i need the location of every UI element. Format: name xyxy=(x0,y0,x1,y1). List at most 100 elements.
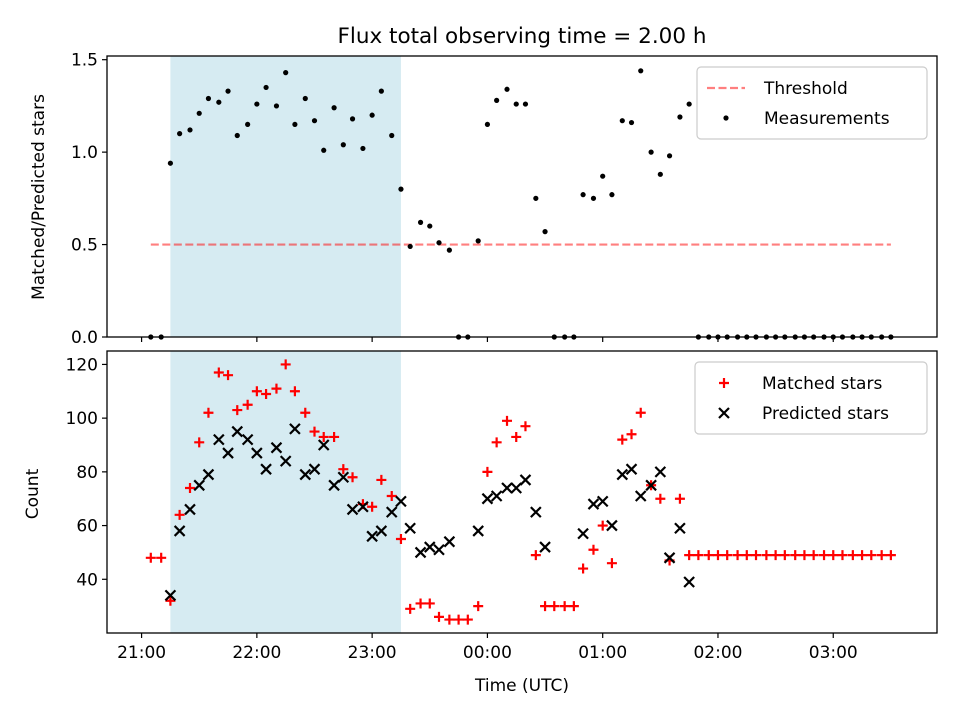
matched-star-point xyxy=(799,550,810,561)
predicted-star-point xyxy=(530,506,542,518)
matched-star-point xyxy=(329,431,340,442)
measurement-point xyxy=(177,131,183,137)
matched-star-point xyxy=(520,421,531,432)
measurement-point xyxy=(216,99,222,105)
matched-star-point xyxy=(491,437,502,448)
matched-star-point xyxy=(300,407,311,418)
measurement-point xyxy=(494,97,500,103)
predicted-star-point xyxy=(404,522,416,535)
matched-star-point xyxy=(597,520,608,531)
series-predicted-stars xyxy=(164,423,695,602)
matched-star-point xyxy=(185,482,195,493)
measurement-point xyxy=(196,110,202,116)
predicted-star-point xyxy=(616,468,629,481)
predicted-star-point xyxy=(366,530,378,543)
matched-star-point xyxy=(568,601,579,612)
measurement-point xyxy=(686,101,692,107)
matched-star-point xyxy=(251,386,262,397)
predicted-star-point xyxy=(510,482,523,494)
measurement-point xyxy=(360,145,366,152)
predicted-star-point xyxy=(308,463,321,475)
predicted-star-point xyxy=(241,433,254,446)
matched-star-point xyxy=(511,431,522,442)
matched-star-point xyxy=(223,370,234,381)
matched-star-point xyxy=(722,550,733,561)
predicted-star-point xyxy=(634,490,647,502)
measurement-point xyxy=(254,101,260,107)
y-tick-label: 40 xyxy=(76,570,98,590)
y-tick-label: 1.0 xyxy=(71,143,98,163)
predicted-star-point xyxy=(375,525,388,537)
measurement-point xyxy=(666,153,673,159)
matched-star-point xyxy=(156,552,167,563)
matched-star-point xyxy=(751,550,762,561)
predicted-star-point xyxy=(251,447,263,459)
measurement-point xyxy=(533,195,539,201)
x-tick-label: 23:00 xyxy=(348,643,397,663)
x-tick-label: 21:00 xyxy=(117,643,166,663)
measurement-point xyxy=(407,243,413,250)
bottom-panel: 40 60 80 100 120 21:00 22:00 23:00 00:00 01:00 02:… xyxy=(66,350,938,663)
matched-star-point xyxy=(837,550,848,561)
matched-star-point xyxy=(482,466,493,477)
matched-star-point xyxy=(703,550,714,561)
legend-measurement-swatch xyxy=(723,115,729,121)
plot-frame xyxy=(106,55,938,338)
matched-star-point xyxy=(712,550,723,561)
observing-window-shade xyxy=(170,56,401,337)
matched-star-point xyxy=(779,550,790,561)
predicted-star-point xyxy=(674,522,686,535)
predicted-star-point xyxy=(472,525,484,537)
predicted-star-point xyxy=(587,498,600,510)
matched-star-point xyxy=(635,407,646,418)
matched-star-point xyxy=(530,550,541,561)
matched-star-point xyxy=(808,550,819,561)
measurement-point xyxy=(648,149,654,155)
predicted-star-point xyxy=(317,439,330,451)
matched-star-point xyxy=(242,399,253,410)
measurement-point xyxy=(311,118,318,124)
matched-star-point xyxy=(444,614,455,625)
measurement-point xyxy=(619,118,625,124)
measurement-point xyxy=(580,192,586,198)
predicted-star-point xyxy=(357,500,369,513)
predicted-star-point xyxy=(414,546,427,559)
predicted-star-point xyxy=(193,479,205,492)
matched-star-point xyxy=(405,603,416,614)
predicted-star-point xyxy=(346,503,359,516)
matched-star-point xyxy=(540,601,551,612)
measurement-point xyxy=(628,119,635,126)
measurement-point xyxy=(187,127,193,133)
y-axis-label-top: Matched/Predicted stars xyxy=(29,94,49,300)
predicted-star-point xyxy=(490,490,503,502)
measurement-point xyxy=(205,95,212,102)
matched-star-point xyxy=(367,501,378,512)
matched-star-point xyxy=(655,493,666,504)
matched-star-point xyxy=(761,550,772,561)
measurement-point xyxy=(340,142,346,148)
series-matched-stars xyxy=(145,359,896,625)
predicted-star-point xyxy=(260,463,272,475)
y-axis-label-bottom: Count xyxy=(23,468,43,519)
matched-star-point xyxy=(828,550,839,561)
measurement-point xyxy=(504,86,510,92)
measurement-point xyxy=(225,88,231,94)
x-axis-label: Time (UTC) xyxy=(474,676,569,696)
matched-star-point xyxy=(578,563,589,574)
predicted-star-point xyxy=(385,506,398,518)
measurement-point xyxy=(234,132,240,139)
matched-star-point xyxy=(617,434,628,445)
legend-label: Predicted stars xyxy=(762,404,889,424)
matched-star-point xyxy=(866,550,877,561)
predicted-star-point xyxy=(222,447,234,459)
predicted-star-point xyxy=(202,468,215,481)
matched-star-point xyxy=(145,552,156,563)
measurement-point xyxy=(417,219,424,225)
y-tick-label: 120 xyxy=(66,355,98,375)
matched-star-point xyxy=(684,550,695,561)
matched-star-point xyxy=(415,598,426,609)
measurement-point xyxy=(600,173,606,179)
measurement-point xyxy=(349,116,356,122)
y-tick-label: 1.5 xyxy=(71,51,98,71)
legend: Threshold Measurements xyxy=(696,66,928,140)
